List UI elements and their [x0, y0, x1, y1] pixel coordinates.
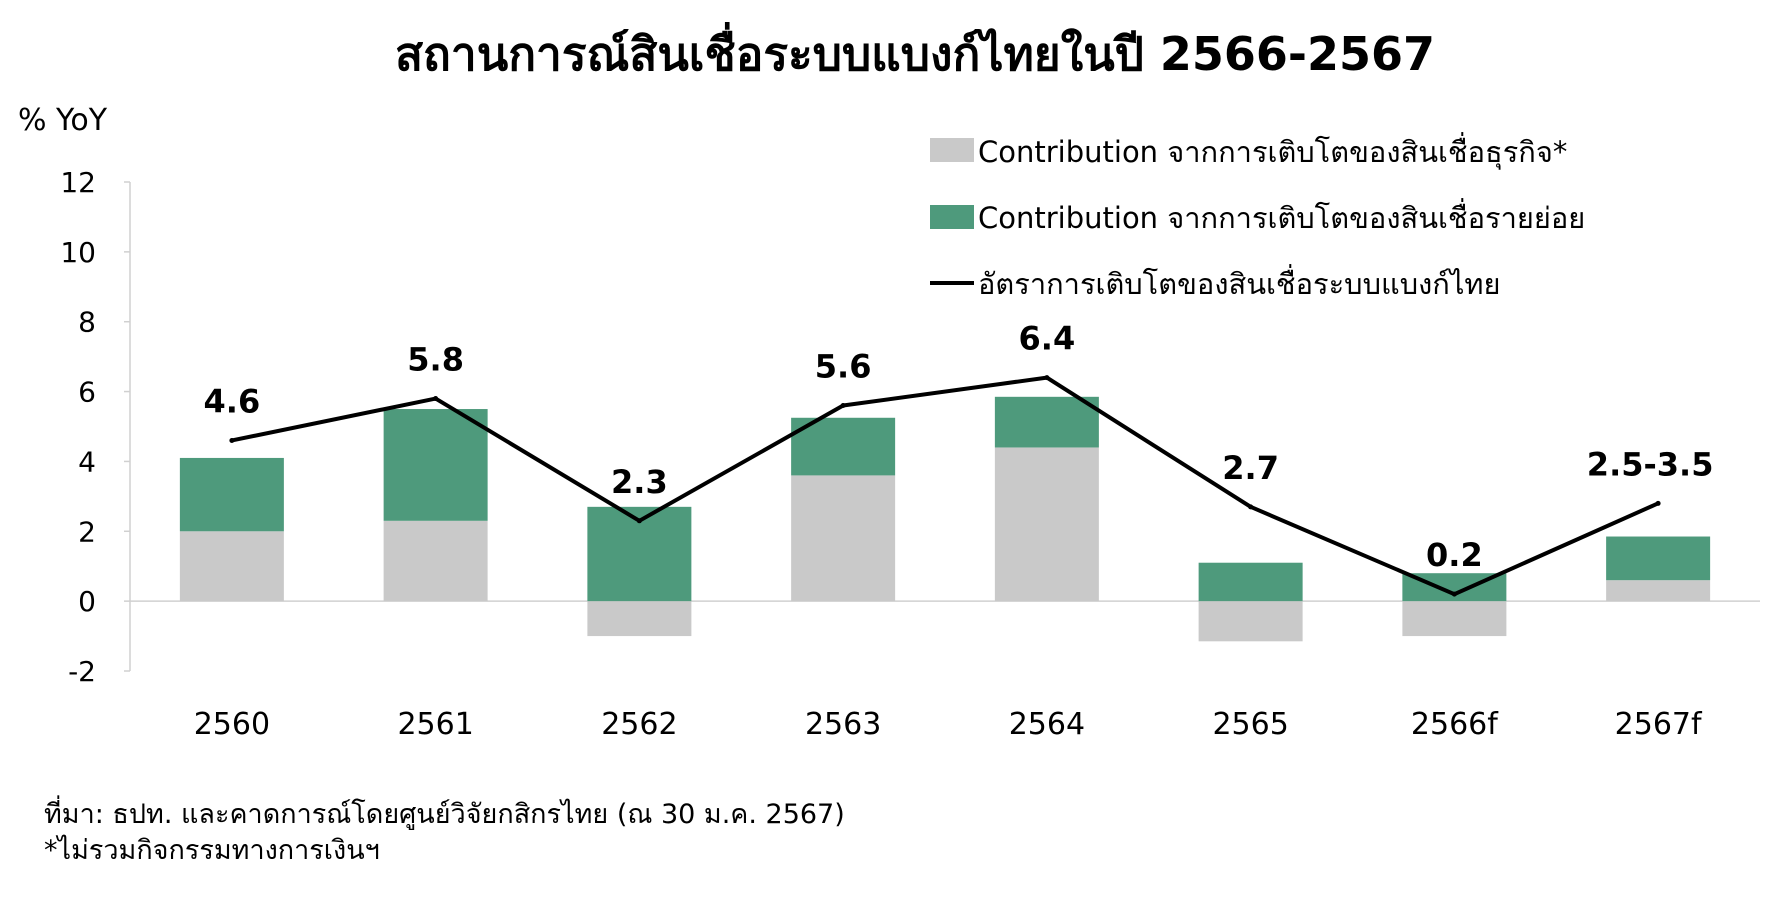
legend-label-growth: อัตราการเติบโตของสินเชื่อระบบแบงก์ไทย	[978, 264, 1501, 301]
data-labels: 4.6 5.8 2.3 5.6 6.4 2.7 0.2 2.5-3.5	[204, 320, 1714, 575]
bar-business-contribution	[1606, 580, 1711, 602]
x-tick-label: 2560	[194, 707, 270, 742]
x-tick-label: 2561	[397, 707, 473, 742]
chart-title: สถานการณ์สินเชื่อระบบแบงก์ไทยในปี 2566-2…	[395, 22, 1435, 81]
legend-swatch-retail	[930, 205, 974, 229]
bar-retail-contribution	[179, 457, 284, 532]
growth-point	[1655, 500, 1661, 506]
legend-label-retail: Contribution จากการเติบโตของสินเชื่อรายย…	[978, 198, 1585, 235]
legend: Contribution จากการเติบโตของสินเชื่อธุรก…	[930, 132, 1585, 301]
axes: -2 0 2 4 6 8 10 12 2560 2561 2562 2563 2564 2565 2566f…	[60, 166, 1760, 742]
bar-retail-contribution	[1198, 562, 1303, 602]
growth-data-label: 6.4	[1019, 320, 1076, 358]
x-tick-label: 2563	[805, 707, 881, 742]
bar-retail-contribution	[383, 409, 488, 521]
y-tick-label: 12	[60, 166, 96, 199]
growth-point	[1044, 375, 1050, 381]
y-tick-label: 4	[78, 445, 96, 478]
x-tick-label: 2565	[1212, 707, 1288, 742]
x-tick-label: 2564	[1009, 707, 1085, 742]
y-tick-label: 0	[78, 585, 96, 618]
y-tick-label: -2	[68, 655, 96, 688]
growth-line-layer	[229, 375, 1661, 597]
growth-point	[1248, 504, 1254, 510]
growth-point	[636, 518, 642, 524]
bar-business-contribution	[1198, 601, 1303, 642]
source-note: ที่มา: ธปท. และคาดการณ์โดยศูนย์วิจัยกสิก…	[44, 799, 845, 830]
growth-point	[433, 396, 439, 402]
x-tick-label: 2562	[601, 707, 677, 742]
bar-business-contribution	[1402, 601, 1507, 637]
growth-point	[840, 403, 846, 409]
growth-data-label: 5.8	[407, 341, 464, 379]
y-axis-unit-label: % YoY	[18, 103, 108, 138]
y-tick-label: 8	[78, 306, 96, 339]
growth-point	[229, 437, 235, 443]
x-tick-label: 2567f	[1615, 707, 1703, 742]
growth-data-label: 5.6	[815, 348, 872, 386]
bar-business-contribution	[179, 531, 284, 602]
bar-retail-contribution	[1606, 536, 1711, 581]
y-tick-label: 10	[60, 236, 96, 269]
growth-data-label: 2.5-3.5	[1587, 445, 1714, 483]
bar-retail-contribution	[994, 396, 1099, 448]
footnote: *ไม่รวมกิจกรรมทางการเงินฯ	[44, 835, 380, 866]
y-tick-label: 2	[78, 515, 96, 548]
legend-swatch-business	[930, 138, 974, 162]
x-tick-label: 2566f	[1411, 707, 1499, 742]
y-tick-label: 6	[78, 376, 96, 409]
bars	[179, 396, 1711, 642]
legend-label-business: Contribution จากการเติบโตของสินเชื่อธุรก…	[978, 132, 1567, 170]
growth-data-label: 0.2	[1426, 536, 1483, 574]
growth-point	[1451, 591, 1457, 597]
growth-data-label: 4.6	[204, 382, 261, 420]
bar-business-contribution	[587, 601, 692, 637]
bar-business-contribution	[383, 520, 488, 602]
bar-business-contribution	[791, 475, 896, 602]
growth-data-label: 2.7	[1222, 449, 1279, 487]
growth-line	[231, 375, 1659, 597]
growth-data-label: 2.3	[611, 463, 668, 501]
bar-business-contribution	[994, 447, 1099, 602]
